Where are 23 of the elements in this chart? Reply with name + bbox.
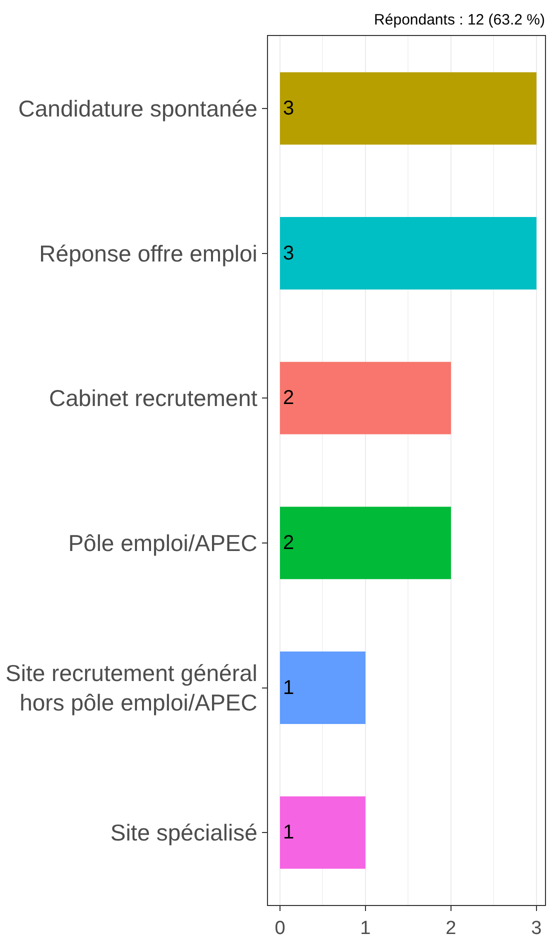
chart-title: Répondants : 12 (63.2 %) [374, 12, 545, 29]
x-tick-label: 3 [531, 918, 542, 939]
data-label: 2 [282, 532, 294, 554]
bar [280, 72, 536, 145]
bar [280, 362, 451, 434]
bar [280, 652, 366, 724]
y-tick-label: Cabinet recrutement [49, 385, 258, 412]
y-tick-label: Candidature spontanée [18, 95, 258, 122]
x-tick-label: 2 [446, 918, 456, 939]
data-label: 3 [282, 97, 294, 120]
data-label: 3 [282, 242, 294, 264]
bar [280, 217, 536, 290]
data-label: 1 [282, 822, 294, 844]
bar [280, 506, 451, 580]
bar [280, 796, 366, 869]
data-label: 2 [282, 387, 294, 410]
x-tick-label: 0 [274, 918, 286, 939]
x-tick-label: 1 [360, 918, 371, 939]
y-tick-label: Pôle emploi/APEC [68, 530, 258, 556]
y-tick-label: Réponse offre emploi [39, 240, 258, 266]
y-tick-label: Site recrutement général hors pôle emploi/APEC [6, 660, 258, 716]
y-tick-label: Site spécialisé [110, 820, 258, 846]
data-label: 1 [282, 676, 294, 699]
